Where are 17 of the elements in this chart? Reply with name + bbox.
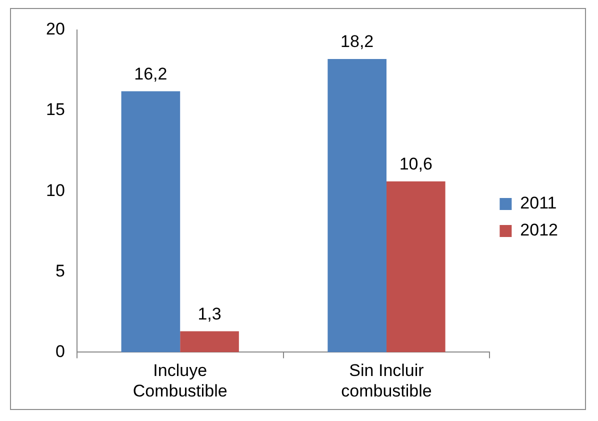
- bar: [180, 331, 239, 352]
- data-label: 10,6: [399, 154, 432, 174]
- legend-label: 2011: [520, 194, 557, 213]
- data-label: 1,3: [198, 304, 222, 324]
- data-label: 18,2: [340, 32, 374, 52]
- bar: [121, 91, 180, 352]
- bar: [328, 59, 386, 352]
- y-tick-label: 20: [46, 20, 65, 39]
- bar: [386, 181, 446, 352]
- data-label: 16,2: [134, 64, 168, 84]
- x-tick-label: Sin Incluir combustible: [341, 361, 432, 400]
- y-tick-label: 15: [46, 100, 65, 120]
- y-tick-label: 10: [46, 180, 65, 200]
- y-tick-label: 0: [55, 342, 65, 361]
- x-tick-label: Incluye Combustible: [132, 361, 228, 400]
- legend-label: 2012: [520, 220, 558, 240]
- y-tick-label: 5: [55, 261, 65, 280]
